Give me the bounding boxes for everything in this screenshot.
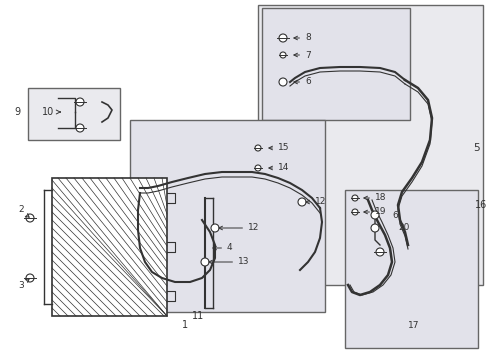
- Circle shape: [255, 145, 261, 151]
- Text: 9: 9: [14, 107, 20, 117]
- Bar: [28, 88, 120, 140]
- Bar: [258, 5, 483, 285]
- Circle shape: [76, 98, 84, 106]
- Circle shape: [26, 214, 34, 222]
- Text: 8: 8: [294, 33, 311, 42]
- Bar: [130, 120, 325, 312]
- Text: 12: 12: [219, 224, 259, 233]
- Text: 20: 20: [398, 224, 409, 233]
- Circle shape: [371, 224, 379, 232]
- Text: 15: 15: [269, 144, 290, 153]
- Text: 19: 19: [364, 207, 387, 216]
- Text: 5: 5: [473, 143, 480, 153]
- Text: 14: 14: [269, 163, 290, 172]
- Text: 7: 7: [294, 50, 311, 59]
- Text: 11: 11: [192, 311, 204, 321]
- Circle shape: [201, 258, 209, 266]
- Circle shape: [279, 34, 287, 42]
- Text: 12: 12: [306, 198, 326, 207]
- Circle shape: [298, 198, 306, 206]
- Circle shape: [211, 224, 219, 232]
- Circle shape: [26, 274, 34, 282]
- Text: 6: 6: [294, 77, 311, 86]
- Circle shape: [255, 165, 261, 171]
- Text: 10: 10: [42, 107, 60, 117]
- Text: 1: 1: [182, 320, 188, 330]
- Circle shape: [280, 52, 286, 58]
- Text: 17: 17: [408, 320, 419, 329]
- Text: 18: 18: [364, 194, 387, 202]
- Circle shape: [371, 211, 379, 219]
- Bar: [262, 8, 410, 120]
- Circle shape: [279, 78, 287, 86]
- Text: 4: 4: [213, 243, 233, 252]
- Text: 3: 3: [18, 279, 29, 291]
- Circle shape: [352, 195, 358, 201]
- Circle shape: [352, 209, 358, 215]
- Text: 6: 6: [392, 211, 398, 220]
- Text: 2: 2: [18, 206, 29, 217]
- Text: 13: 13: [209, 257, 249, 266]
- Bar: [345, 190, 478, 348]
- Text: 16: 16: [475, 200, 487, 210]
- Bar: [52, 178, 167, 316]
- Circle shape: [376, 248, 384, 256]
- Circle shape: [76, 124, 84, 132]
